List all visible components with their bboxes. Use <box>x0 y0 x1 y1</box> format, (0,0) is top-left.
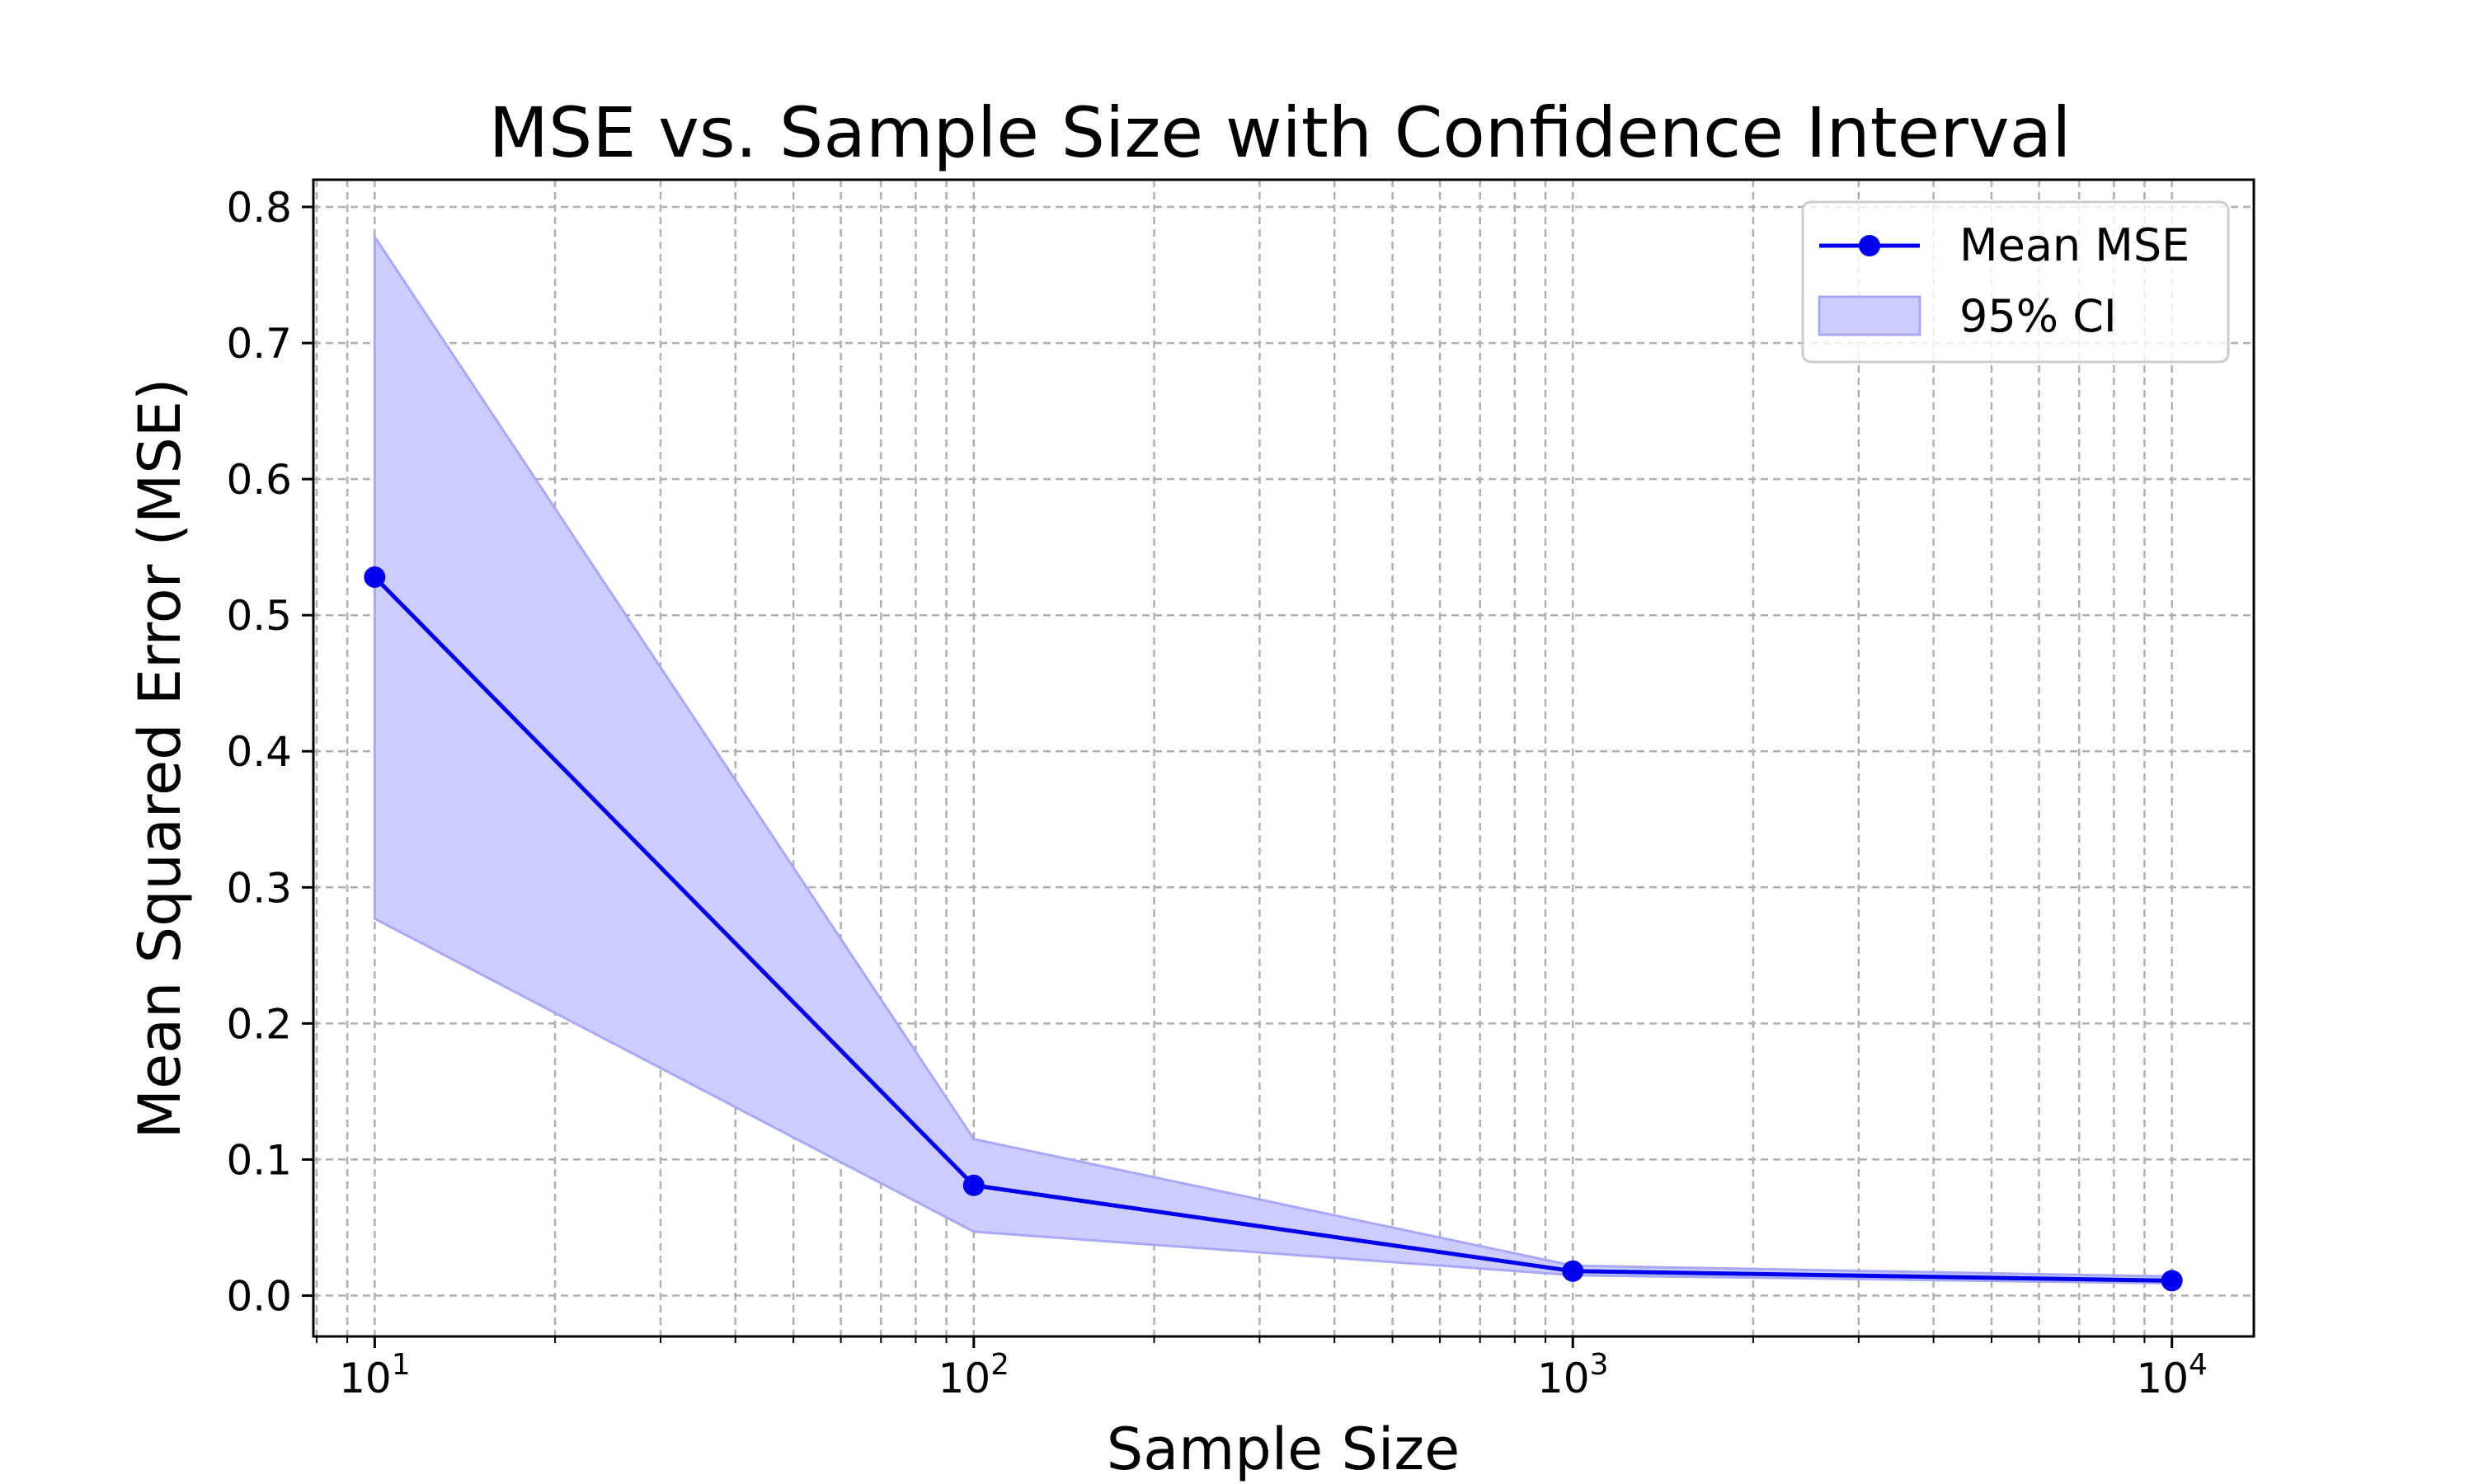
y-tick-label: 0.0 <box>226 1272 292 1320</box>
data-point <box>1562 1260 1584 1282</box>
x-tick-label: 102 <box>938 1348 1010 1402</box>
legend-label-ci: 95% CI <box>1959 290 2117 342</box>
chart-title: MSE vs. Sample Size with Confidence Inte… <box>489 92 2072 173</box>
legend-label-mean-mse: Mean MSE <box>1959 219 2189 271</box>
y-tick-label: 0.1 <box>226 1136 292 1184</box>
legend-marker-swatch <box>1859 235 1880 256</box>
x-axis-label: Sample Size <box>1107 1416 1460 1483</box>
legend-band-swatch <box>1818 295 1921 336</box>
x-tick-label: 103 <box>1537 1348 1609 1402</box>
axis-ticks: 101 102 103 104 0.0 0.1 0.2 0.3 0.4 0.5 0.6 0.7 0.8 <box>226 184 2207 1402</box>
series-layer <box>364 566 2183 1292</box>
plot-frame <box>312 178 2255 1338</box>
y-tick-label: 0.3 <box>226 864 292 912</box>
y-tick-label: 0.2 <box>226 1000 292 1048</box>
series-line-mean-mse <box>373 575 2172 1283</box>
x-tick-label: 101 <box>339 1348 411 1402</box>
y-tick-label: 0.8 <box>226 184 292 232</box>
y-tick-label: 0.6 <box>226 456 292 504</box>
data-point <box>962 1174 985 1196</box>
data-point <box>2161 1270 2183 1292</box>
confidence-band-layer <box>373 232 2174 1285</box>
y-tick-label: 0.7 <box>226 320 292 368</box>
data-point <box>364 566 386 588</box>
x-tick-label: 104 <box>2136 1348 2208 1402</box>
confidence-band <box>373 232 2174 1285</box>
legend: Mean MSE 95% CI <box>1801 200 2230 364</box>
y-tick-label: 0.5 <box>226 592 292 640</box>
y-axis-label: Mean Squared Error (MSE) <box>126 378 194 1139</box>
y-tick-label: 0.4 <box>226 728 292 776</box>
